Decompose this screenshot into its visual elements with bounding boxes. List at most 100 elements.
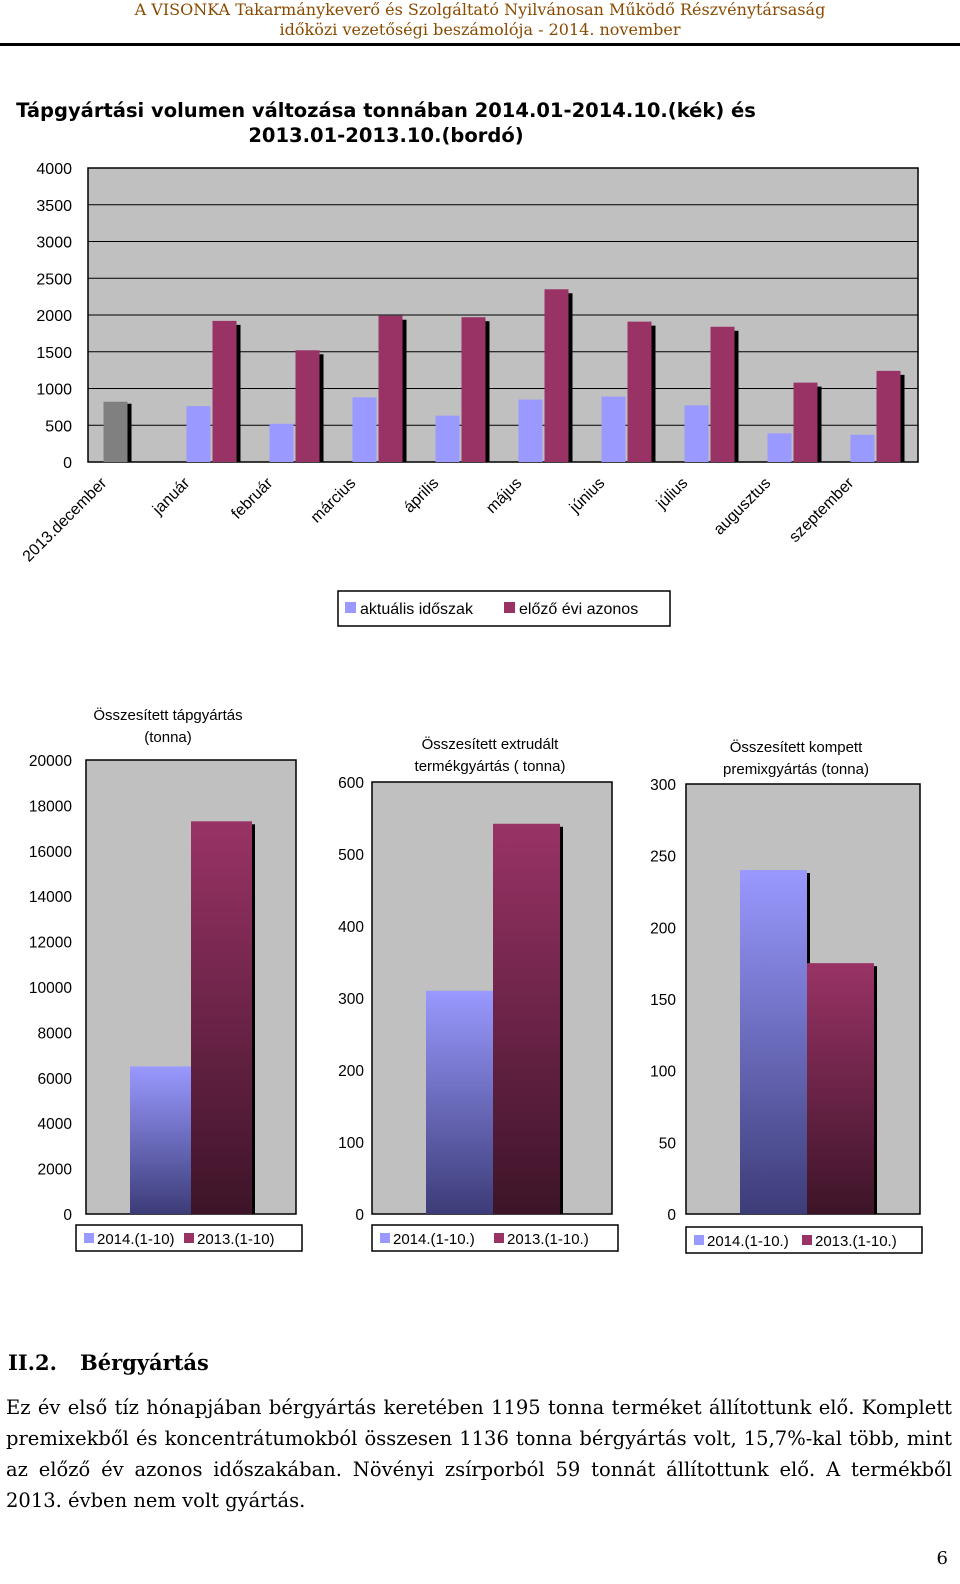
y-tick-label: 300 [338,991,364,1008]
bar-previous [212,320,237,462]
y-tick-label: 0 [667,1207,676,1224]
bar-current [740,870,807,1214]
y-tick-label: 8000 [38,1025,73,1042]
bar-current [435,415,460,462]
bar-previous [493,823,560,1214]
chart-title-line2: 2013.01-2013.10.(bordó) [248,124,523,147]
legend-swatch-current [84,1233,94,1243]
y-tick-label: 150 [650,992,676,1009]
bar-previous [807,963,874,1214]
y-tick-label: 16000 [29,844,72,861]
y-tick-label: 18000 [29,798,72,815]
bar-current [130,1066,191,1214]
legend-label-current: aktuális időszak [360,601,474,618]
y-tick-label: 2000 [38,1162,73,1179]
chart-title-line2: premixgyártás (tonna) [723,761,869,778]
y-tick-label: 0 [63,455,72,472]
chart-legend: 2014.(1-10) 2013.(1-10) [75,1224,303,1252]
y-tick-label: 3500 [36,198,72,215]
y-tick-label: 12000 [29,935,72,952]
y-tick-label: 600 [338,775,364,792]
x-tick-label: február [228,474,276,522]
legend-label-current: 2014.(1-10) [97,1231,175,1248]
legend-swatch-previous [802,1235,812,1245]
y-tick-label: 10000 [29,980,72,997]
monthly-volume-chart: Tápgyártási volumen változása tonnában 2… [16,99,919,627]
total-feed-chart: 0 2000 4000 6000 8000 10000 12000 14000 16000 180… [29,706,303,1252]
chart-legend: 2014.(1-10.) 2013.(1-10.) [685,1226,923,1254]
chart-legend: 2014.(1-10.) 2013.(1-10.) [371,1224,619,1252]
chart-title-line2: termékgyártás ( tonna) [415,758,566,775]
bar-current [601,396,626,462]
section-title: Bérgyártás [80,1350,209,1375]
x-tick-label: április [401,475,443,517]
legend-label-current: 2014.(1-10.) [393,1231,475,1248]
x-tick-label: május [483,475,525,517]
chart-title-line2: (tonna) [144,729,192,746]
x-tick-label: január [149,474,194,519]
legend-label-previous: 2013.(1-10.) [507,1231,589,1248]
bar-current [269,423,294,462]
y-tick-label: 100 [650,1064,676,1081]
y-tick-label: 6000 [38,1071,73,1088]
bar-previous [544,289,569,462]
bar-current [850,434,875,462]
section-paragraph: Ez év első tíz hónapjában bérgyártás ker… [6,1396,952,1512]
bar-previous [191,821,252,1214]
y-tick-label: 0 [355,1207,364,1224]
bar-current [352,397,377,462]
y-tick-label: 1000 [36,382,72,399]
bar-previous [295,350,320,462]
bar-previous [710,326,735,462]
bar-previous [793,382,818,462]
total-extruded-chart: 0 100 200 300 400 500 600 Összesített extrudált… [338,735,619,1252]
y-tick-label: 200 [650,920,676,937]
y-tick-label: 0 [63,1207,72,1224]
y-tick-label: 20000 [29,753,72,770]
y-tick-label: 2000 [36,308,72,325]
y-tick-label: 500 [338,847,364,864]
legend-swatch-current [694,1235,704,1245]
y-tick-label: 3000 [36,235,72,252]
y-tick-label: 14000 [29,889,72,906]
header-divider [0,43,960,46]
chart-title-line1: Összesített kompett [730,738,863,756]
x-tick-label: 2013.december [20,474,111,565]
legend-swatch-previous [504,602,515,613]
y-tick-label: 4000 [38,1116,73,1133]
legend-label-previous: 2013.(1-10) [197,1231,275,1248]
bar-current [426,990,493,1214]
chart-title-line1: Összesített extrudált [422,735,560,753]
x-tick-label: június [566,475,608,517]
y-tick-label: 300 [650,777,676,794]
y-tick-label: 2500 [36,271,72,288]
header-report: időközi vezetőségi beszámolója - 2014. n… [279,20,681,39]
y-tick-label: 250 [650,849,676,866]
y-tick-label: 50 [659,1135,677,1152]
legend-swatch-current [380,1233,390,1243]
bar-current [518,399,543,462]
total-premix-chart: 0 50 100 150 200 250 300 Összesített kompett pre… [650,738,923,1254]
bar-current [186,406,211,462]
chart-title-line1: Összesített tápgyártás [93,706,242,724]
x-tick-label: augusztus [711,475,775,539]
y-tick-label: 100 [338,1135,364,1152]
x-tick-label: szeptember [786,474,858,546]
chart-legend: aktuális időszak előző évi azonos [337,590,671,627]
bar-previous [876,370,901,462]
y-tick-label: 200 [338,1063,364,1080]
bar-current [767,433,792,462]
bar-december [103,401,128,462]
page-number: 6 [936,1548,948,1569]
legend-label-current: 2014.(1-10.) [707,1233,789,1250]
y-tick-label: 500 [45,418,72,435]
legend-label-previous: előző évi azonos [519,601,638,618]
y-tick-label: 4000 [36,161,72,178]
bar-previous [461,317,486,462]
header-company: A VISONKA Takarmánykeverő és Szolgáltató… [134,0,826,19]
y-tick-label: 1500 [36,345,72,362]
legend-swatch-current [345,602,356,613]
legend-label-previous: 2013.(1-10.) [815,1233,897,1250]
bar-previous [627,321,652,462]
bar-previous [378,315,403,462]
